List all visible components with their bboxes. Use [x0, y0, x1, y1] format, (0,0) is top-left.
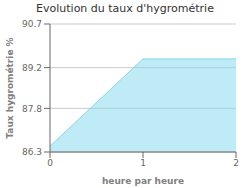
svg-text:90.7: 90.7: [22, 19, 42, 29]
svg-text:Taux hygrométrie %: Taux hygrométrie %: [8, 37, 15, 138]
svg-text:1: 1: [140, 158, 146, 168]
svg-text:2: 2: [233, 158, 239, 168]
svg-text:86.3: 86.3: [22, 147, 42, 157]
svg-text:89.2: 89.2: [22, 63, 42, 73]
svg-text:87.8: 87.8: [22, 104, 42, 114]
svg-text:heure par heure: heure par heure: [102, 176, 184, 186]
svg-text:0: 0: [47, 158, 53, 168]
html-text:Evolution du taux d'hygrométri: Evolution du taux d'hygrométrie: [36, 2, 214, 15]
